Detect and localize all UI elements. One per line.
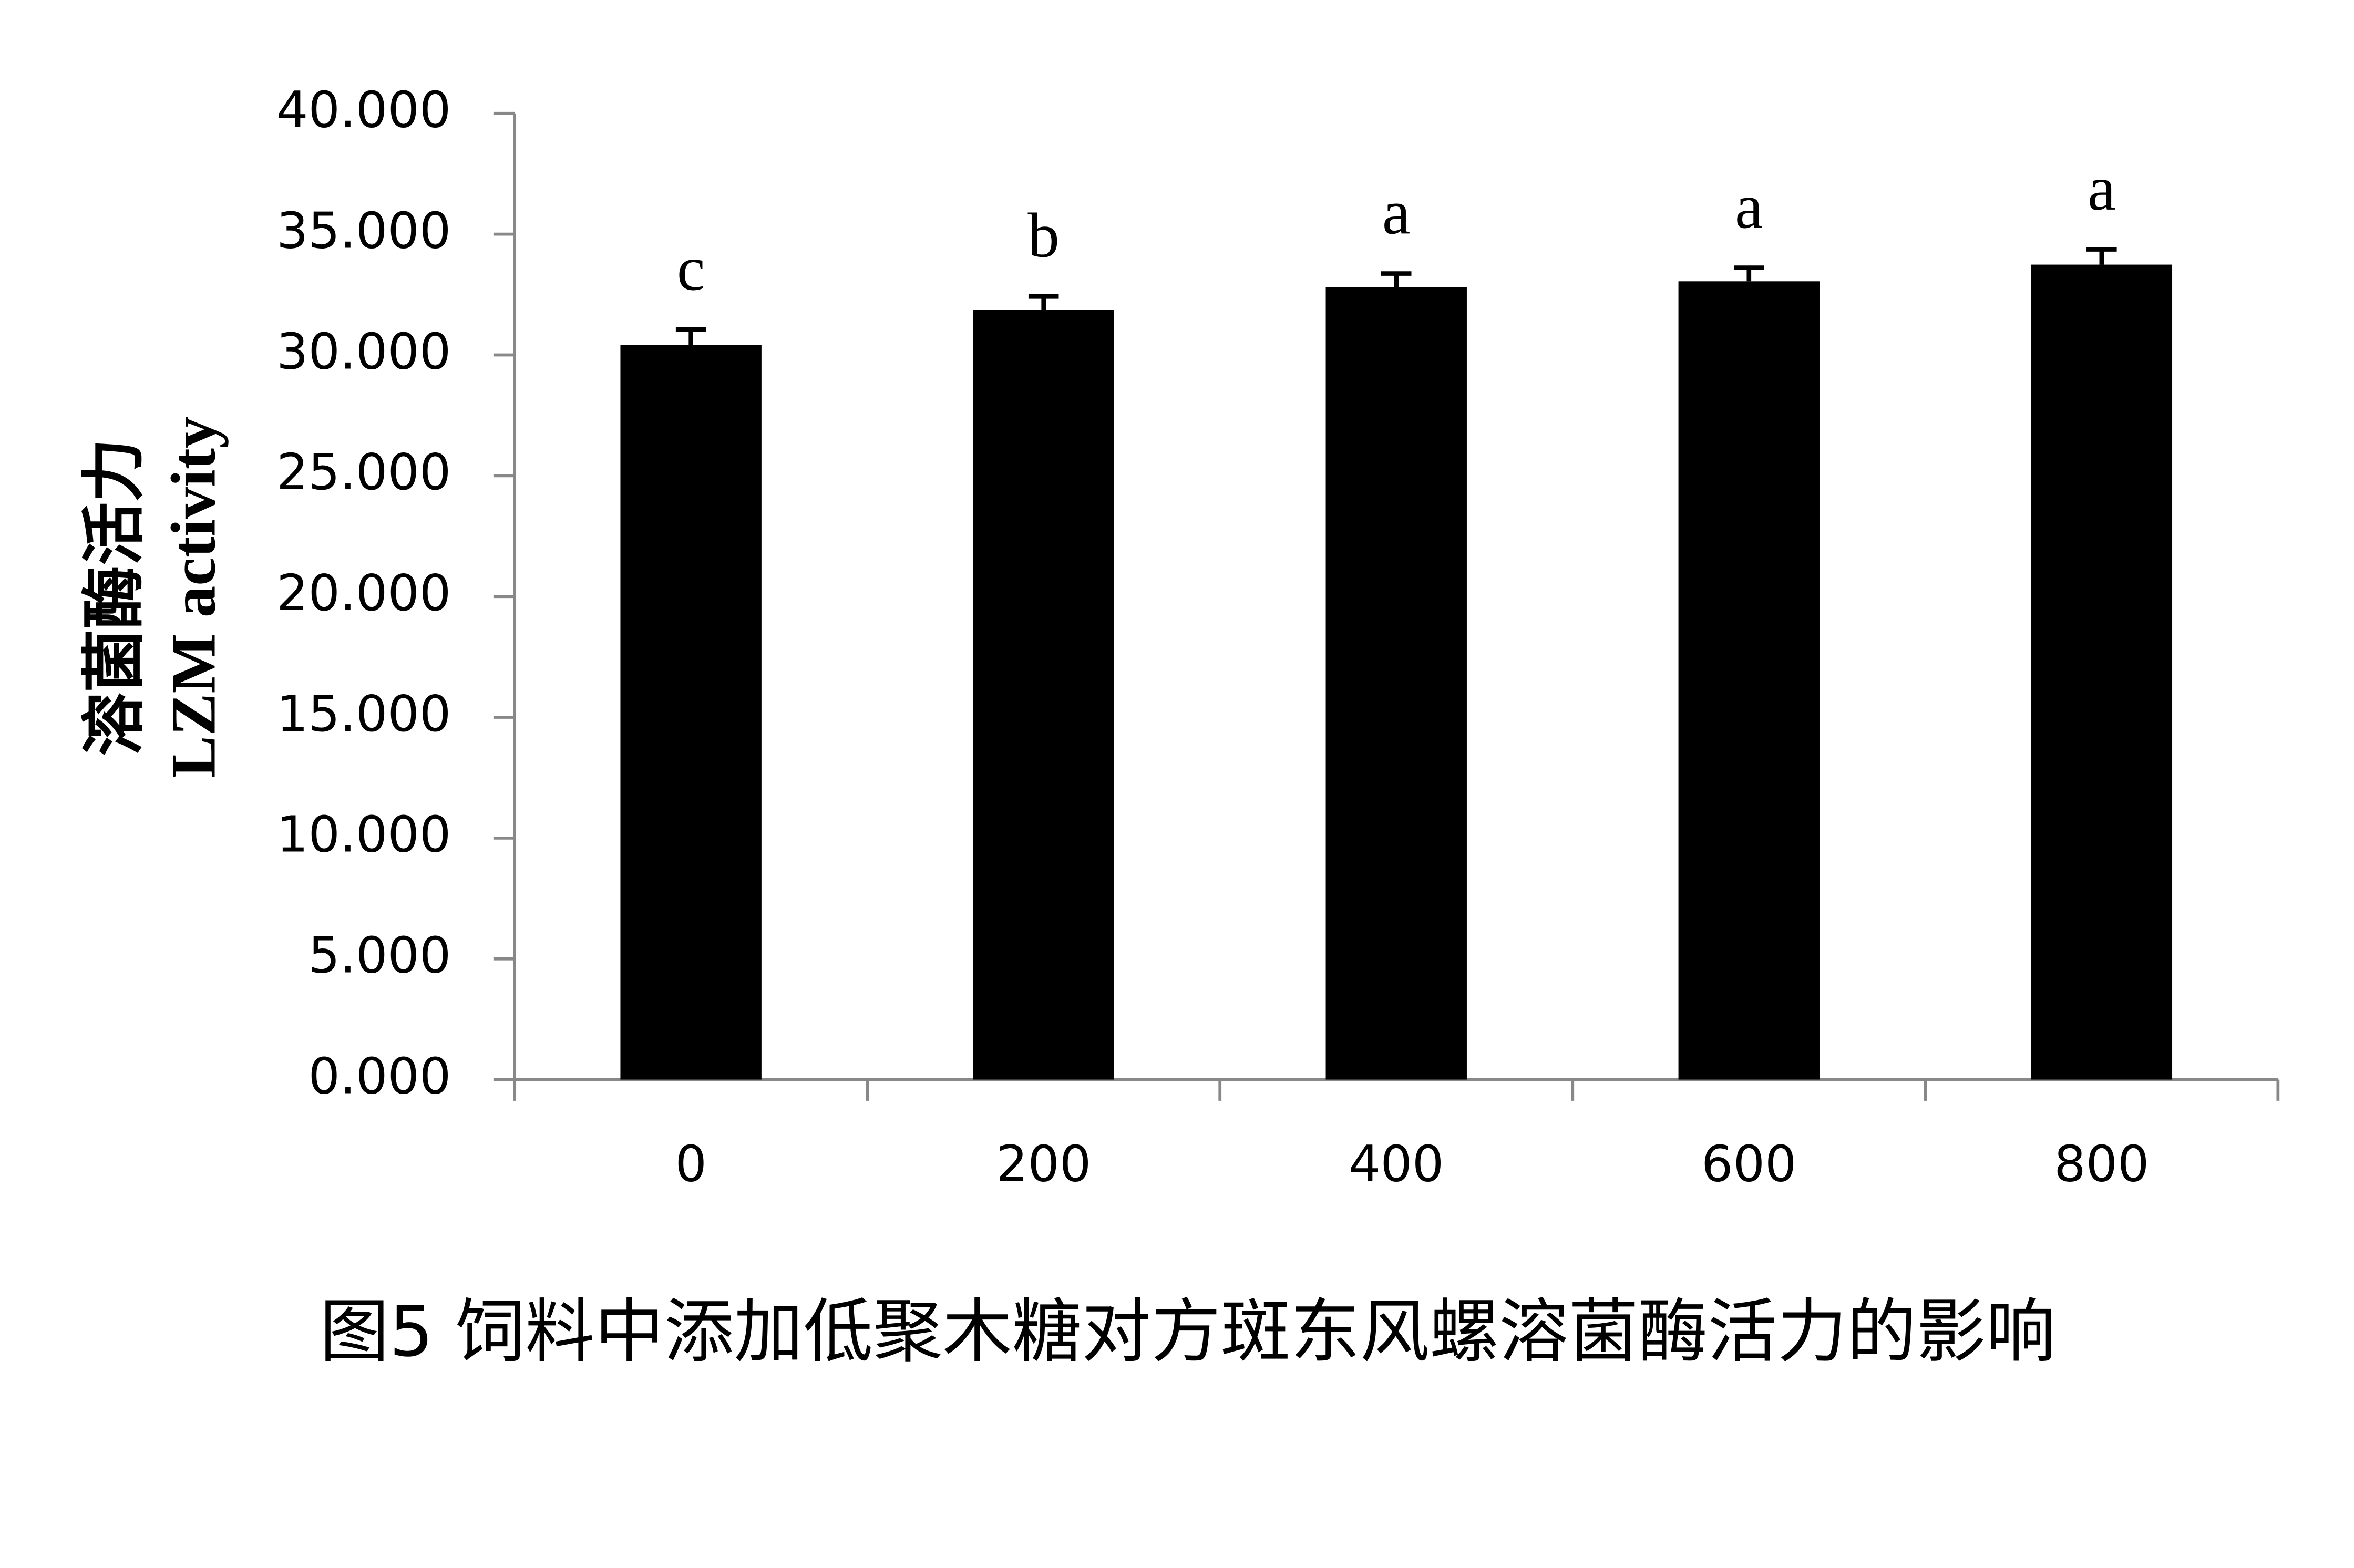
error-bar [1381,271,1412,287]
caption: 图5 饲料中添加低聚木糖对方斑东风螺溶菌酶活力的影响 [320,1292,2055,1373]
y-tick-label: 0.000 [308,1047,451,1105]
y-axis-title: 溶菌酶活力 LZM activity [80,417,229,778]
significance-letter: a [2088,153,2116,224]
x-tick-label: 400 [1349,1135,1444,1193]
error-bar [1028,294,1059,310]
bar [620,345,762,1080]
significance-letter: c [677,233,705,304]
y-tick-label: 15.000 [276,685,451,743]
y-axis-title-line: 溶菌酶活力 [80,439,150,756]
error-bar [1734,265,1764,282]
y-axis-title-line: LZM activity [158,417,229,778]
y-tick-label: 25.000 [276,443,451,501]
y-tick-label: 20.000 [276,564,451,622]
bar [1678,281,1820,1080]
x-tick-label: 0 [675,1135,706,1193]
y-tick-label: 5.000 [308,927,451,985]
error-bar [675,327,706,345]
y-tick-label: 35.000 [276,202,451,260]
x-tick-label: 600 [1701,1135,1796,1193]
x-tick-label: 800 [2054,1135,2149,1193]
bar [1325,287,1467,1080]
y-tick-label: 10.000 [276,806,451,864]
error-bar [2086,247,2117,265]
significance-letter: a [1735,172,1763,242]
significance-letter: a [1382,178,1411,248]
y-tick-label: 40.000 [276,81,451,139]
significance-letter: b [1027,200,1059,271]
x-tick-label: 200 [996,1135,1091,1193]
bar [973,310,1114,1080]
y-tick-label: 30.000 [276,323,451,380]
bar [2031,264,2173,1080]
